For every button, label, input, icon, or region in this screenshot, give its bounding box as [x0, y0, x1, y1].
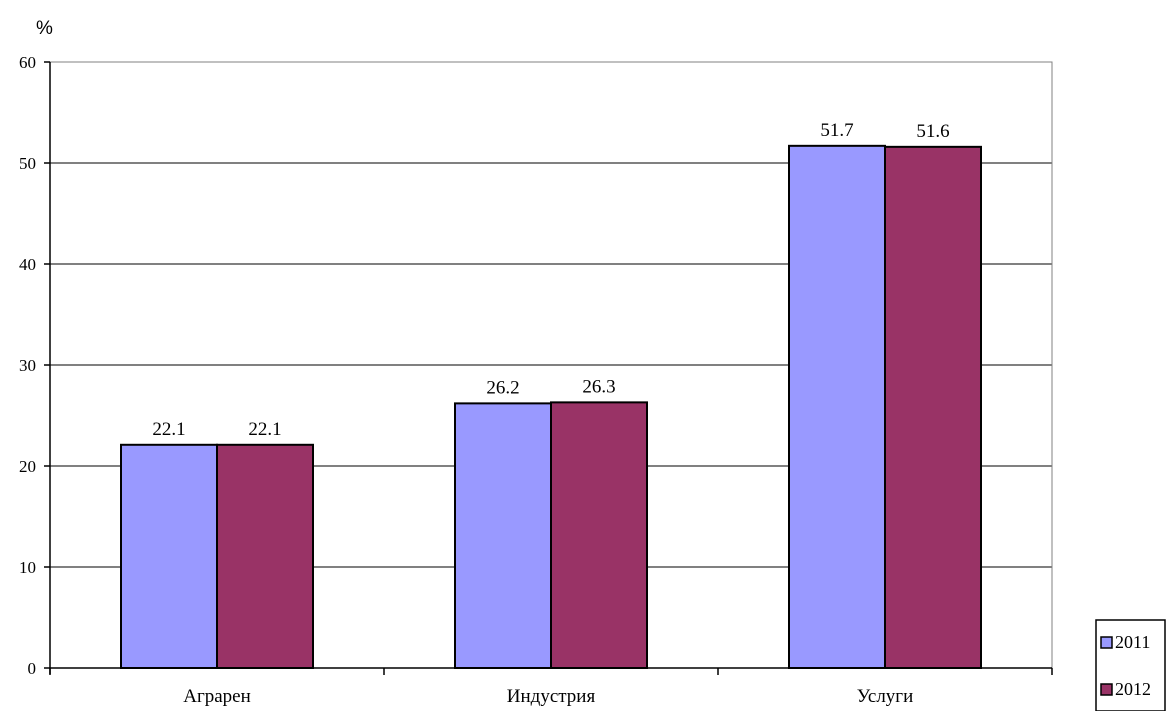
- x-tick-label: Аграрен: [183, 686, 251, 707]
- y-tick-label: 20: [19, 457, 36, 476]
- y-axis-unit-label: %: [36, 18, 53, 39]
- legend-label: 2012: [1115, 679, 1151, 699]
- data-labels: 22.1 26.2 51.7 22.1 26.3 51.6: [152, 120, 949, 440]
- bar-2011-услуги: [788, 144, 886, 669]
- bars: [120, 144, 982, 670]
- legend: 2011 2012: [1095, 619, 1166, 711]
- x-tick-label: Услуги: [857, 686, 914, 707]
- bar-2011-индустрия: [454, 402, 552, 669]
- y-tick-label: 10: [19, 558, 36, 577]
- legend-swatch-2012: [1100, 683, 1113, 696]
- data-label: 22.1: [152, 419, 185, 440]
- data-label: 26.3: [582, 376, 615, 397]
- bar-2012-услуги: [884, 145, 982, 669]
- bar-2012-аграрен: [216, 443, 314, 670]
- bar-2012-индустрия: [550, 401, 648, 669]
- axes: 0 10 20 30 40 50 60 Аграрен Индустрия Услуги: [19, 53, 1053, 707]
- data-label: 51.6: [916, 121, 949, 142]
- data-label: 22.1: [248, 419, 281, 440]
- y-tick-label: 50: [19, 154, 36, 173]
- y-tick-label: 60: [19, 53, 36, 72]
- y-tick-label: 40: [19, 255, 36, 274]
- data-label: 26.2: [486, 377, 519, 398]
- data-label: 51.7: [820, 120, 853, 141]
- bar-2011-аграрен: [120, 443, 218, 670]
- legend-swatch-2011: [1100, 636, 1113, 649]
- y-tick-label: 30: [19, 356, 36, 375]
- y-tick-label: 0: [28, 659, 37, 678]
- legend-label: 2011: [1115, 632, 1150, 652]
- legend-box: [1095, 619, 1166, 711]
- x-tick-label: Индустрия: [507, 686, 596, 707]
